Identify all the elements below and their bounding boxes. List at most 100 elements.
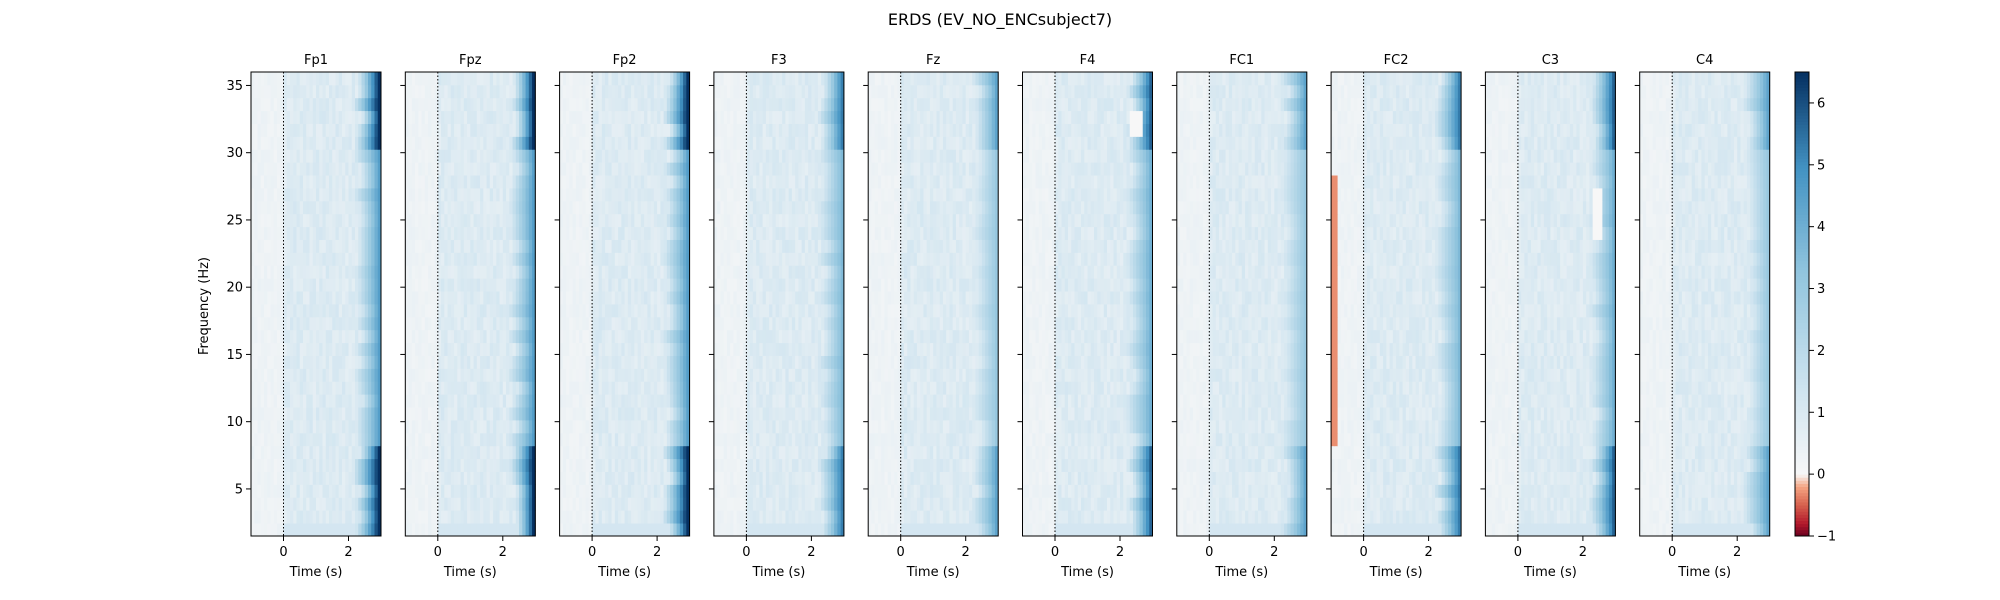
heatmap-cell [598,278,603,292]
heatmap-cell [345,149,349,163]
heatmap-cell [637,355,642,369]
heatmap-cell [579,510,583,524]
heatmap-cell [598,162,603,176]
heatmap-cell [673,420,677,434]
heatmap-cell [785,484,790,498]
heatmap-cell [447,200,452,215]
heatmap-cell [575,407,580,421]
heatmap-cell [473,162,478,176]
heatmap-cell [827,484,832,498]
heatmap-cell [270,484,275,498]
heatmap-cell [640,84,645,99]
heatmap-cell [663,432,668,447]
heatmap-cell [808,381,812,395]
heatmap-cell [299,291,304,305]
heatmap-cell [788,497,793,511]
heatmap-cell [273,72,278,86]
heatmap-cell [424,407,429,421]
heatmap-cell [640,162,645,176]
heatmap-cell [457,136,461,150]
heatmap-cell [730,445,734,460]
heatmap-cell [418,342,422,356]
heatmap-cell [361,316,366,331]
heatmap-cell [752,342,757,356]
heatmap-cell [457,123,461,137]
heatmap-cell [345,342,349,356]
heatmap-cell [717,368,721,382]
heatmap-cell [739,497,744,511]
heatmap-cell [759,484,764,498]
heatmap-cell [476,407,481,421]
heatmap-cell [335,497,340,511]
heatmap-cell [782,432,786,447]
heatmap-cell [290,200,294,215]
heatmap-cell [434,200,439,215]
heatmap-cell [441,278,445,292]
heatmap-cell [637,304,642,318]
heatmap-cell [374,72,379,86]
heatmap-cell [559,355,564,369]
heatmap-cell [254,329,258,344]
heatmap-cell [312,136,317,150]
heatmap-cell [499,239,504,253]
heatmap-cell [267,110,271,124]
heatmap-cell [303,316,307,331]
heatmap-cell [335,72,340,86]
heatmap-cell [788,510,793,524]
heatmap-cell [762,510,767,524]
heatmap-cell [614,420,619,434]
heatmap-cell [782,523,786,537]
heatmap-cell [332,458,336,472]
heatmap-cell [522,304,526,318]
heatmap-cell [415,497,419,511]
heatmap-cell [562,110,567,124]
heatmap-cell [444,149,448,163]
heatmap-cell [585,432,590,447]
heatmap-cell [364,97,369,112]
heatmap-cell [424,355,429,369]
heatmap-cell [405,484,409,498]
heatmap-cell [355,175,359,189]
heatmap-cell [264,252,268,266]
heatmap-cell [293,368,297,382]
heatmap-cell [296,368,301,382]
heatmap-cell [415,342,419,356]
heatmap-cell [582,381,586,395]
heatmap-cell [634,329,638,344]
heatmap-cell [653,239,658,253]
heatmap-cell [257,278,262,292]
heatmap-cell [499,523,504,537]
heatmap-cell [572,175,577,189]
heatmap-cell [717,432,721,447]
heatmap-cell [666,278,671,292]
heatmap-cell [566,304,570,318]
heatmap-cell [772,510,777,524]
heatmap-cell [785,342,790,356]
heatmap-cell [361,329,366,344]
heatmap-cell [595,162,599,176]
heatmap-cell [355,420,359,434]
heatmap-cell [358,149,362,163]
heatmap-cell [325,304,330,318]
heatmap-cell [418,497,422,511]
heatmap-cell [431,226,435,240]
heatmap-cell [408,72,413,86]
heatmap-cell [277,278,281,292]
heatmap-cell [463,381,468,395]
heatmap-cell [486,523,491,537]
heatmap-cell [299,149,304,163]
heatmap-cell [277,97,281,112]
heatmap-cell [441,226,445,240]
heatmap-cell [283,265,288,279]
heatmap-cell [374,458,379,472]
heatmap-cell [374,200,379,215]
heatmap-cell [686,239,690,253]
heatmap-cell [273,381,278,395]
heatmap-cell [348,84,353,99]
heatmap-cell [444,329,448,344]
heatmap-cell [431,110,435,124]
heatmap-cell [483,136,487,150]
heatmap-cell [460,291,465,305]
heatmap-cell [676,407,681,421]
heatmap-cell [765,355,770,369]
